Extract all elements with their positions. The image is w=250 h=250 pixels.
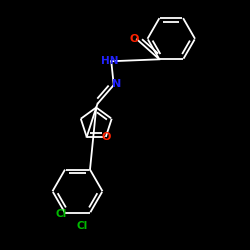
Text: Cl: Cl	[77, 221, 88, 231]
Text: O: O	[129, 34, 138, 44]
Text: Cl: Cl	[56, 209, 67, 219]
Text: O: O	[101, 132, 110, 142]
Text: N: N	[112, 79, 122, 89]
Text: HN: HN	[101, 56, 119, 66]
